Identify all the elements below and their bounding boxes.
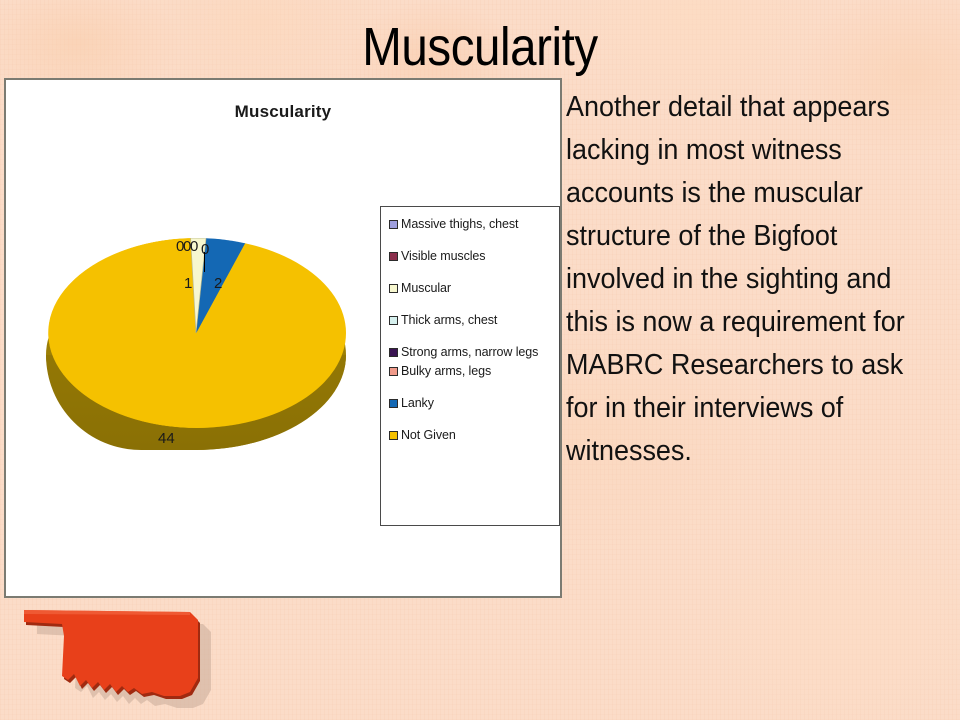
chart-legend[interactable]: Massive thighs, chest Visible muscles Mu…	[380, 206, 560, 526]
oklahoma-map-graphic	[8, 605, 248, 713]
chart-title: Muscularity	[234, 102, 332, 121]
pie-zero-labels: 0 0 0 0	[174, 236, 244, 260]
body-paragraph: Another detail that appears lacking in m…	[566, 91, 905, 467]
pie-label-visible-muscles: 0	[183, 238, 192, 255]
legend-swatch-icon	[389, 284, 398, 293]
legend-item-massive-thighs[interactable]: Massive thighs, chest	[387, 217, 553, 232]
legend-item-bulky-arms[interactable]: Bulky arms, legs	[387, 364, 553, 379]
chart-object[interactable]: Muscularity 0 0 0 0 1 2 44	[4, 78, 562, 598]
legend-label: Thick arms, chest	[401, 313, 498, 327]
legend-item-not-given[interactable]: Not Given	[387, 428, 553, 443]
legend-label: Not Given	[401, 428, 456, 442]
pie-label-not-given: 44	[158, 430, 175, 447]
pie-chart[interactable]: 0 0 0 0 1 2 44	[26, 230, 366, 470]
legend-label: Muscular	[401, 281, 451, 295]
legend-swatch-icon	[389, 399, 398, 408]
pie-top-face	[46, 238, 346, 428]
pie-leader-line	[204, 252, 205, 272]
legend-swatch-icon	[389, 431, 398, 440]
legend-swatch-icon	[389, 348, 398, 357]
pie-label-thick-arms: 0	[190, 238, 199, 255]
legend-swatch-icon	[389, 316, 398, 325]
legend-item-strong-arms[interactable]: Strong arms, narrow legs	[387, 345, 553, 360]
legend-label: Lanky	[401, 396, 434, 410]
pie-slice-muscular[interactable]	[190, 238, 207, 334]
legend-item-muscular[interactable]: Muscular	[387, 281, 553, 296]
legend-swatch-icon	[389, 220, 398, 229]
legend-label: Massive thighs, chest	[401, 217, 519, 231]
legend-item-thick-arms[interactable]: Thick arms, chest	[387, 313, 553, 328]
legend-item-visible-muscles[interactable]: Visible muscles	[387, 249, 553, 264]
pie-label-muscular: 1	[184, 275, 193, 292]
legend-item-lanky[interactable]: Lanky	[387, 396, 553, 411]
legend-label: Bulky arms, legs	[401, 364, 492, 378]
pie-label-massive-thighs: 0	[176, 238, 185, 255]
map-fill	[24, 610, 198, 696]
pie-label-strong-arms: 0	[201, 241, 210, 258]
pie-label-lanky: 2	[214, 275, 223, 292]
legend-label: Strong arms, narrow legs	[401, 345, 539, 359]
pie-slices-svg	[48, 238, 346, 428]
page-title: Muscularity	[362, 17, 598, 77]
oklahoma-shape-svg	[24, 610, 211, 708]
map-highlight	[24, 610, 190, 615]
legend-swatch-icon	[389, 367, 398, 376]
legend-swatch-icon	[389, 252, 398, 261]
legend-label: Visible muscles	[401, 249, 486, 263]
